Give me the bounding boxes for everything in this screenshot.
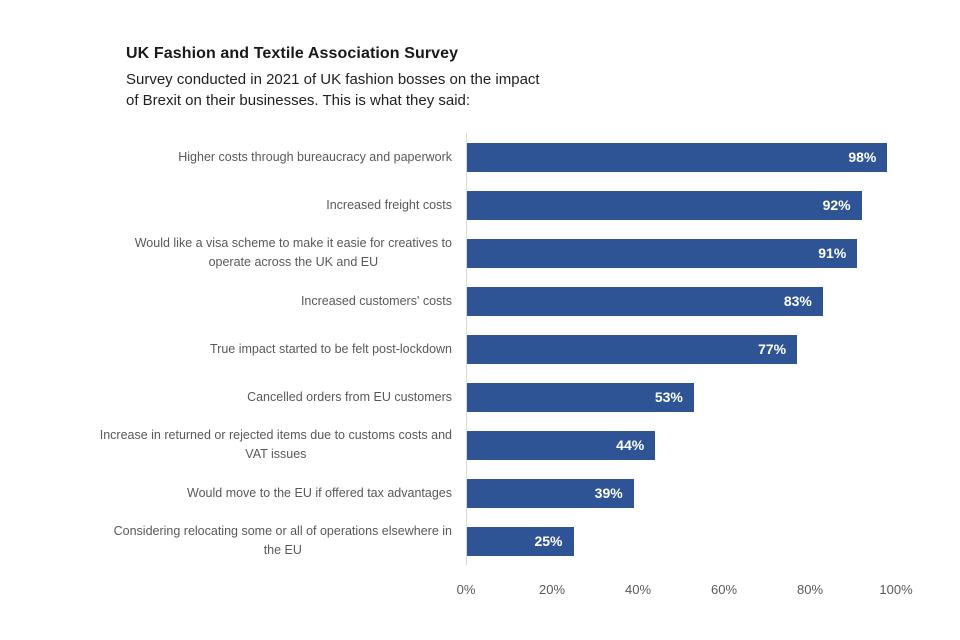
bar-track: 25% <box>466 526 896 556</box>
value-label: 92% <box>822 197 851 213</box>
x-tick-label: 0% <box>456 582 476 597</box>
category-label: Increased freight costs <box>326 197 452 212</box>
chart-title: UK Fashion and Textile Association Surve… <box>126 45 459 62</box>
category-label-cell: True impact started to be felt post-lock… <box>0 340 466 359</box>
value-label: 53% <box>654 389 683 405</box>
horizontal-bar-chart: Higher costs through bureaucracy and pap… <box>0 133 960 613</box>
value-label: 44% <box>616 437 645 453</box>
x-tick-label: 100% <box>879 582 913 597</box>
category-label: Cancelled orders from EU customers <box>247 389 452 404</box>
value-label: 39% <box>594 485 623 501</box>
chart-subtitle-line-1: Survey conducted in 2021 of UK fashion b… <box>126 71 540 88</box>
chart-row: Increased customers' costs 83% <box>0 277 960 325</box>
bar-track: 91% <box>466 238 896 268</box>
category-label: Considering relocating some or all of op… <box>113 524 452 557</box>
category-label-cell: Increase in returned or rejected items d… <box>0 426 466 464</box>
chart-row: Cancelled orders from EU customers 53% <box>0 373 960 421</box>
chart-rows: Higher costs through bureaucracy and pap… <box>0 133 960 565</box>
chart-row: Increase in returned or rejected items d… <box>0 421 960 469</box>
chart-header: UK Fashion and Textile Association Surve… <box>126 45 540 111</box>
bar-track: 39% <box>466 478 896 508</box>
category-label-cell: Increased freight costs <box>0 196 466 215</box>
chart-row: Would move to the EU if offered tax adva… <box>0 469 960 517</box>
bar-track: 44% <box>466 430 896 460</box>
bar: 77% <box>466 334 798 364</box>
chart-row: Considering relocating some or all of op… <box>0 517 960 565</box>
bar: 91% <box>466 238 858 268</box>
chart-row: Higher costs through bureaucracy and pap… <box>0 133 960 181</box>
category-label-cell: Considering relocating some or all of op… <box>0 522 466 560</box>
category-label: Would move to the EU if offered tax adva… <box>187 485 452 500</box>
value-label: 83% <box>783 293 812 309</box>
bar: 83% <box>466 286 823 316</box>
bar: 39% <box>466 478 634 508</box>
bar-track: 83% <box>466 286 896 316</box>
chart-subtitle-line-2: of Brexit on their businesses. This is w… <box>126 92 471 109</box>
x-tick-label: 80% <box>796 582 824 597</box>
category-label: True impact started to be felt post-lock… <box>209 341 452 356</box>
value-label: 77% <box>758 341 787 357</box>
chart-row: Increased freight costs 92% <box>0 181 960 229</box>
bar-track: 53% <box>466 382 896 412</box>
category-axis-line <box>466 133 467 565</box>
x-axis-tick-labels: 0% 20% 40% 60% 80% 100% <box>457 582 913 600</box>
category-label: Would like a visa scheme to make it easi… <box>134 236 452 269</box>
x-tick-label: 60% <box>710 582 738 597</box>
category-label-cell: Increased customers' costs <box>0 292 466 311</box>
bar-track: 92% <box>466 190 896 220</box>
category-label-cell: Would move to the EU if offered tax adva… <box>0 484 466 503</box>
category-label: Higher costs through bureaucracy and pap… <box>178 149 452 164</box>
bar: 53% <box>466 382 694 412</box>
chart-subtitle: Survey conducted in 2021 of UK fashion b… <box>126 69 540 111</box>
category-label: Increase in returned or rejected items d… <box>99 428 452 461</box>
x-tick-label: 20% <box>538 582 566 597</box>
category-label-cell: Higher costs through bureaucracy and pap… <box>0 148 466 167</box>
bar: 92% <box>466 190 862 220</box>
x-tick-label: 40% <box>624 582 652 597</box>
value-label: 91% <box>818 245 847 261</box>
value-label: 98% <box>848 149 877 165</box>
value-label: 25% <box>534 533 563 549</box>
category-label-cell: Cancelled orders from EU customers <box>0 388 466 407</box>
chart-row: Would like a visa scheme to make it easi… <box>0 229 960 277</box>
category-label-cell: Would like a visa scheme to make it easi… <box>0 234 466 272</box>
category-label: Increased customers' costs <box>300 293 452 308</box>
bar: 44% <box>466 430 656 460</box>
chart-row: True impact started to be felt post-lock… <box>0 325 960 373</box>
bar: 98% <box>466 142 888 172</box>
bar-track: 77% <box>466 334 896 364</box>
bar-track: 98% <box>466 142 896 172</box>
bar: 25% <box>466 526 574 556</box>
